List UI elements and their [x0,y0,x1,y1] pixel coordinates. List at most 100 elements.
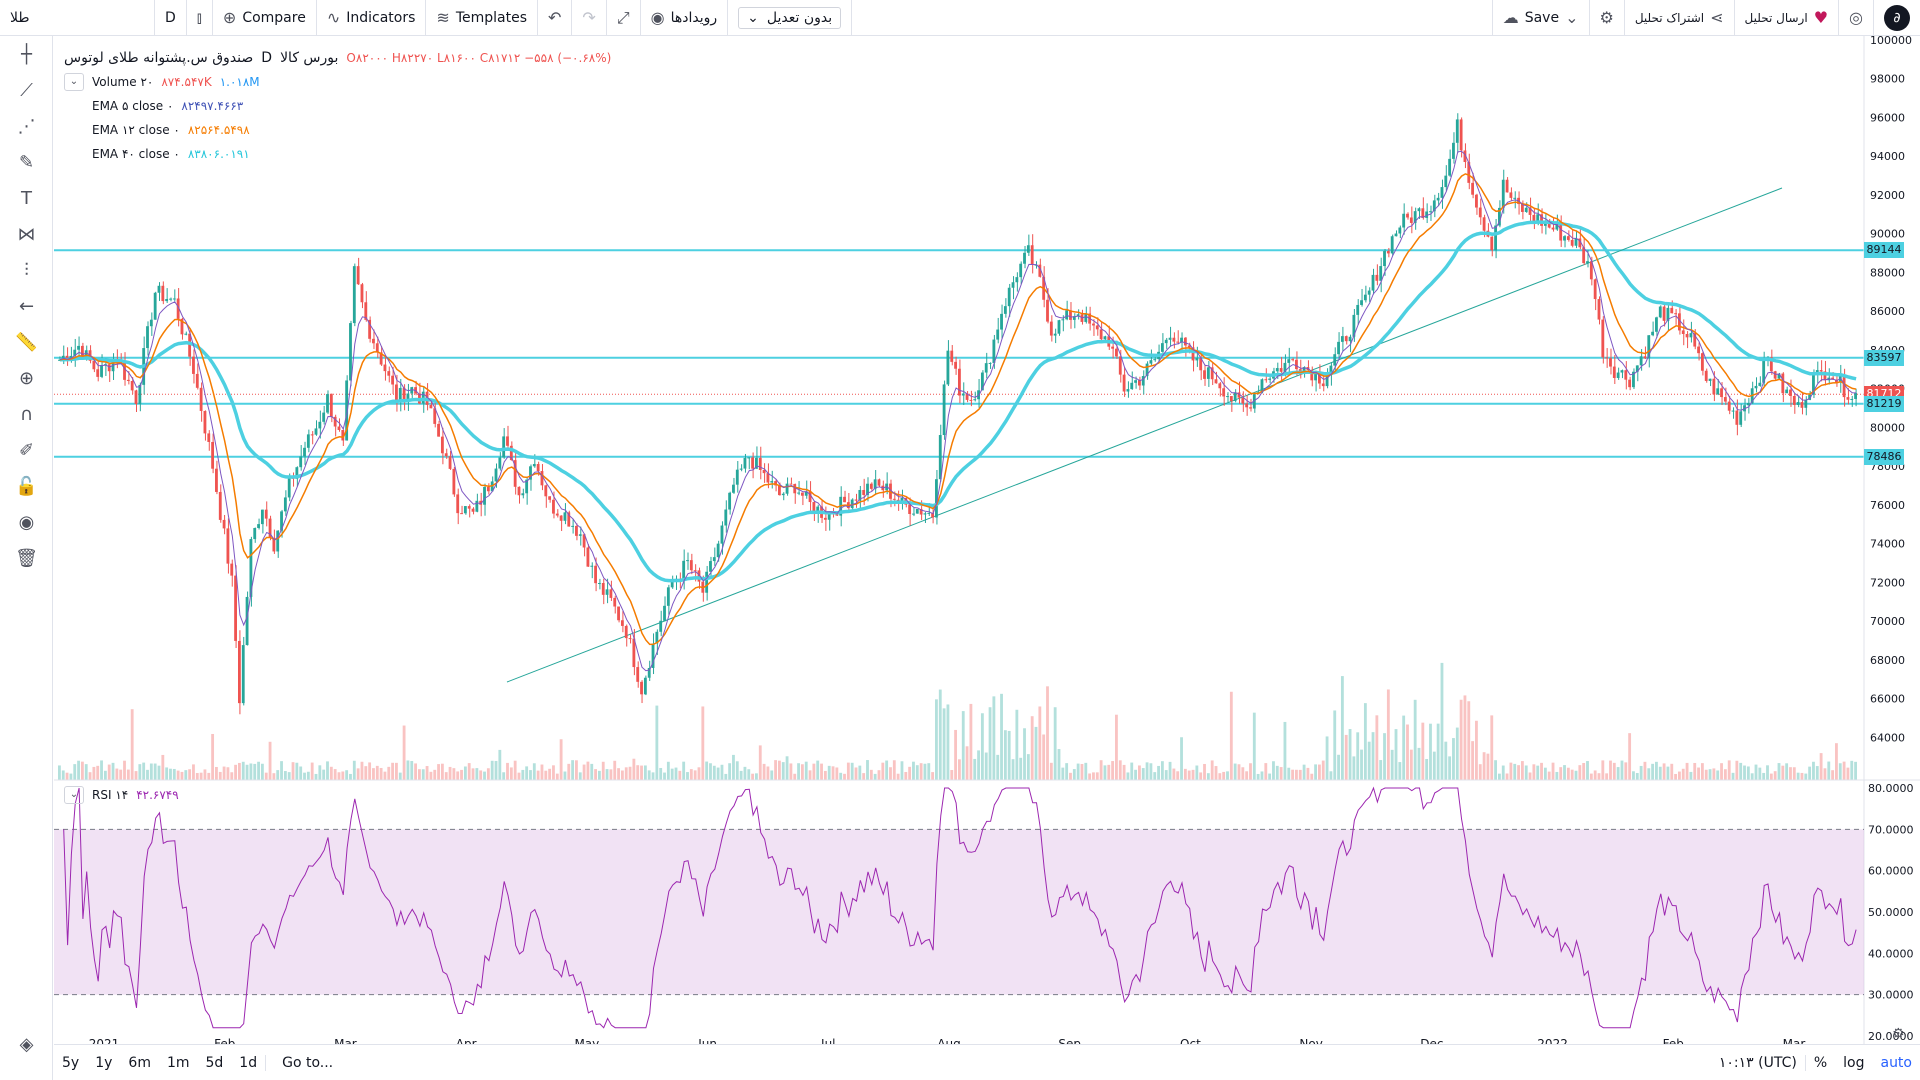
indicators-button[interactable]: ∿ Indicators [317,0,427,36]
range-1m[interactable]: 1m [166,1054,190,1071]
ema12-row[interactable]: EMA ۱۲ close ۰ ۸۲۵۶۴.۵۴۹۸ [64,118,611,142]
volume-bar [1494,760,1497,780]
time-tick-label: Apr [456,1037,477,1044]
adjustment-select[interactable]: ⌄ بدون تعدیل [728,0,853,36]
rsi-pane[interactable] [54,786,1864,1029]
axis-settings-icon[interactable]: ⚙ [1892,1026,1905,1042]
trendline-tool[interactable]: ⟋ [0,72,53,108]
candle-body [326,394,329,413]
volume-bar [169,768,172,780]
range-6m[interactable]: 6m [128,1054,151,1071]
rsi-tick-label: 60.0000 [1868,865,1914,878]
percent-toggle[interactable]: % [1804,1054,1835,1071]
zoom-tool[interactable]: ⊕ [0,360,53,396]
measure-tool[interactable]: 📏 [0,324,53,360]
volume-value: ۸۷۴.۵۴۷K [161,75,212,89]
camera-button[interactable]: ◎ [1839,0,1874,36]
symbol-search[interactable]: طلا [0,0,155,36]
compare-button[interactable]: ⊕ Compare [213,0,317,36]
range-5d[interactable]: 5d [205,1054,224,1071]
rsi-legend[interactable]: ⌄ RSI ۱۴ ۴۲.۶۷۴۹ [64,786,179,804]
pattern-tool[interactable]: ⋈ [0,216,53,252]
volume-bar [1612,762,1616,780]
volume-bar [1647,768,1651,780]
text-tool[interactable]: T [0,180,53,216]
brush-tool[interactable]: ✎ [0,144,53,180]
ema5-row[interactable]: EMA ۵ close ۰ ۸۲۴۹۷.۴۶۶۳ [64,94,611,118]
settings-button[interactable]: ⚙ [1590,0,1625,36]
range-1d[interactable]: 1d [239,1054,258,1071]
volume-bar [1011,759,1015,780]
candle-body [1130,382,1134,390]
candle-body [762,469,766,474]
pitchfork-tool[interactable]: ⋰ [0,108,53,144]
candle-body [1804,399,1808,408]
redo-button[interactable]: ↷ [572,0,607,36]
interval-button[interactable]: D [155,0,187,36]
price-axis[interactable]: 100000 98000 96000 94000 92000 90000 88000 8600… [1863,36,1920,1044]
log-toggle[interactable]: log [1843,1054,1865,1071]
publish-button[interactable]: ارسال تحلیل ♥ [1735,0,1840,36]
camera-icon: ◎ [1849,8,1863,27]
volume-bar [827,765,831,780]
range-1y[interactable]: 1y [95,1054,113,1071]
price-line-tag[interactable]: 78486 [1864,448,1904,465]
candle-body [1720,388,1723,398]
undo-button[interactable]: ↶ [538,0,573,36]
rsi-collapse-button[interactable]: ⌄ [64,786,84,804]
events-button[interactable]: ◉ رویدادها [641,0,729,36]
volume-bar [682,761,686,780]
lock-drawing-tool[interactable]: ✐ [0,432,53,468]
candle-body [720,525,724,544]
volume-bar [349,773,352,780]
price-line-tag[interactable]: 89144 [1864,242,1904,259]
candle-body [958,368,961,396]
candle-body [716,543,720,558]
rsi-axis[interactable]: 80.0000 70.0000 60.0000 50.0000 40.0000 30.00… [1868,782,1914,1043]
ema40-row[interactable]: EMA ۴۰ close ۰ ۸۳۸۰۶.۰۱۹۱ [64,142,611,166]
chart-type-button[interactable]: ⫾ [187,0,213,36]
goto-button[interactable]: Go to... [265,1054,341,1071]
time-axis[interactable]: 2021 Feb Mar Apr May Jun Jul Aug Sep Oct Nov Dec 202… [89,1037,1806,1044]
volume-bar [391,762,395,780]
volume-bar [92,766,96,780]
crosshair-tool[interactable]: ┼ [0,36,53,72]
trash-tool[interactable]: 🗑 [0,540,53,576]
volume-bar [632,758,636,780]
price-line-tag[interactable]: 83597 [1864,349,1904,366]
prediction-tool[interactable]: ⫶ [0,252,53,288]
trendline-line[interactable] [506,187,1783,683]
trendline[interactable] [506,187,1783,683]
range-5y[interactable]: 5y [62,1054,80,1071]
volume-bar [835,767,839,780]
volume-bar [908,766,912,780]
layers-tool[interactable]: ◈ [0,1026,53,1062]
share-button[interactable]: اشتراک تحلیل ⋖ [1625,0,1735,36]
volume-bar [1589,773,1593,780]
save-button[interactable]: ☁ Save ⌄ [1491,0,1590,36]
volume-bar [1042,734,1046,780]
price-pane[interactable] [54,36,1864,780]
horizontal-lines[interactable] [54,249,1864,458]
collapse-button[interactable]: ⌄ [64,73,84,91]
volume-bar [402,725,406,780]
volume-row[interactable]: ⌄ Volume ۲۰ ۸۷۴.۵۴۷K ۱.۰۱۸M [64,70,611,94]
candle-body [1149,360,1153,364]
candle-body [467,506,471,509]
visibility-tool[interactable]: ◉ [0,504,53,540]
fullscreen-button[interactable]: ⤢ [607,0,641,36]
volume-bar [678,770,682,780]
back-tool[interactable]: ← [0,288,53,324]
price-line-tag[interactable]: 81219 [1864,395,1904,412]
volume-bar [808,770,812,780]
clock[interactable]: ۱۰:۱۳ (UTC) [1718,1054,1797,1071]
magnet-tool[interactable]: ∩ [0,396,53,432]
chart-canvas[interactable]: 100000 98000 96000 94000 92000 90000 88000 8600… [54,36,1920,1044]
volume-bar [839,772,843,780]
volume-bar [540,764,544,780]
candle-body [640,681,643,695]
lock-tool[interactable]: 🔓 [0,468,53,504]
templates-button[interactable]: ≋ Templates [426,0,538,36]
logo[interactable]: ∂ [1874,0,1920,36]
auto-toggle[interactable]: auto [1880,1054,1912,1071]
